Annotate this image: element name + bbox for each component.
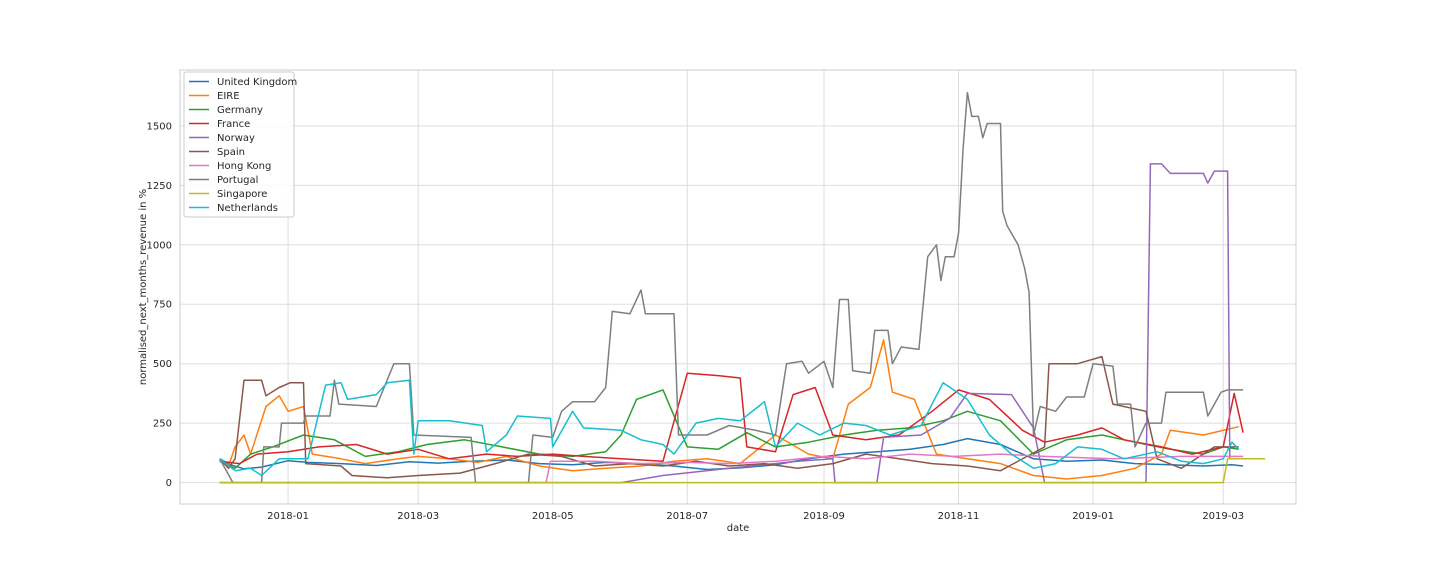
y-tick-label: 750 bbox=[153, 300, 172, 311]
series-line-hong-kong bbox=[219, 453, 1244, 484]
series-line-united-kingdom bbox=[219, 437, 1244, 471]
x-tick-label: 2019-01 bbox=[1072, 511, 1114, 522]
series-line-france bbox=[219, 372, 1244, 465]
legend-label-netherlands: Netherlands bbox=[217, 203, 278, 214]
x-tick-label: 2018-07 bbox=[666, 511, 708, 522]
grid bbox=[180, 70, 1296, 504]
x-tick-label: 2019-03 bbox=[1202, 511, 1244, 522]
x-tick-label: 2018-03 bbox=[397, 511, 439, 522]
x-tick-label: 2018-09 bbox=[803, 511, 845, 522]
series-line-germany bbox=[219, 389, 1239, 470]
x-tick-label: 2018-01 bbox=[267, 511, 309, 522]
legend-label-portugal: Portugal bbox=[217, 175, 258, 186]
series-line-eire bbox=[219, 339, 1239, 480]
legend-label-spain: Spain bbox=[217, 147, 245, 158]
legend: United Kingdom EIRE Germany France Norway Spa… bbox=[183, 71, 297, 218]
x-axis-label: date bbox=[727, 523, 750, 534]
series-line-netherlands bbox=[219, 379, 1240, 477]
series-line-spain bbox=[219, 355, 1239, 479]
y-tick-label: 1250 bbox=[147, 181, 172, 192]
legend-label-united-kingdom: United Kingdom bbox=[217, 77, 297, 88]
legend-label-singapore: Singapore bbox=[217, 189, 267, 200]
y-tick-label: 500 bbox=[153, 359, 172, 370]
x-tick-label: 2018-05 bbox=[532, 511, 574, 522]
x-tick-label: 2018-11 bbox=[938, 511, 980, 522]
plot-background bbox=[180, 70, 1296, 504]
series-line-portugal bbox=[219, 91, 1244, 484]
y-tick-label: 1000 bbox=[147, 240, 172, 251]
y-axis-label: normalised_next_months_revenue in % bbox=[138, 189, 149, 385]
legend-label-eire: EIRE bbox=[217, 91, 240, 102]
series-lines bbox=[219, 91, 1266, 484]
legend-label-hong-kong: Hong Kong bbox=[217, 161, 271, 172]
y-tick-label: 0 bbox=[166, 478, 172, 489]
legend-label-germany: Germany bbox=[217, 105, 263, 116]
y-axis-ticks: 0 250 500 750 1000 1250 1500 bbox=[147, 121, 172, 489]
series-line-singapore bbox=[219, 458, 1266, 484]
series-line-norway bbox=[219, 163, 1244, 484]
y-tick-label: 1500 bbox=[147, 121, 172, 132]
legend-label-norway: Norway bbox=[217, 133, 255, 144]
legend-label-france: France bbox=[217, 119, 250, 130]
x-axis-ticks: 2018-01 2018-03 2018-05 2018-07 2018-09 2018-… bbox=[267, 511, 1244, 522]
legend-box bbox=[183, 71, 295, 218]
y-tick-label: 250 bbox=[153, 419, 172, 430]
plot-frame bbox=[179, 69, 1297, 505]
